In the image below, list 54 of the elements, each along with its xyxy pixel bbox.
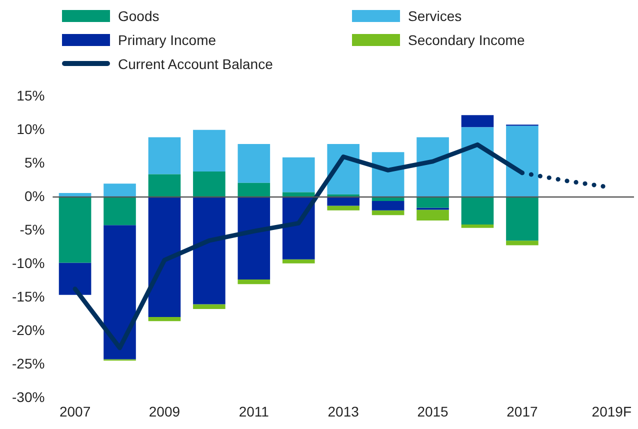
bar [461, 115, 494, 128]
bar [238, 279, 270, 284]
bar [148, 197, 181, 318]
legend-label: Services [408, 8, 462, 24]
bar [193, 130, 226, 172]
bar [238, 197, 270, 280]
bar [238, 144, 270, 183]
bar [148, 137, 181, 174]
bar [506, 197, 538, 241]
bar [416, 137, 449, 197]
legend-label: Primary Income [118, 32, 216, 48]
bar [104, 197, 136, 226]
bar [58, 197, 92, 263]
x-tick-label: 2017 [506, 403, 538, 420]
y-tick-label: -20% [12, 322, 45, 338]
bar [193, 172, 226, 197]
bar [327, 197, 360, 206]
y-tick-label: -10% [12, 254, 45, 271]
bar [506, 240, 538, 246]
y-tick-label: -5% [20, 221, 45, 238]
x-tick-label: 2009 [148, 403, 180, 420]
y-tick-label: 5% [24, 154, 45, 170]
x-tick-label: 2011 [238, 403, 270, 420]
bar [461, 127, 494, 197]
legend-label: Goods [118, 8, 160, 24]
bar [327, 206, 360, 210]
y-tick-label: 0% [24, 188, 45, 204]
bar [282, 157, 315, 192]
bar [372, 210, 404, 216]
bar [461, 197, 494, 224]
bar [416, 197, 449, 208]
y-tick-label: -15% [12, 288, 45, 304]
x-tick-label: 2019F [592, 403, 632, 420]
y-tick-label: 15% [16, 87, 45, 104]
bar [238, 182, 270, 197]
bar [104, 225, 136, 360]
x-tick-label: 2013 [328, 403, 360, 420]
bar [416, 210, 449, 220]
bar [461, 224, 494, 228]
legend-label: Secondary Income [408, 32, 525, 48]
bar [58, 262, 92, 295]
bar [104, 184, 136, 197]
bar [148, 174, 181, 197]
bar [193, 304, 226, 309]
bar [282, 259, 315, 264]
y-tick-label: 10% [16, 120, 45, 137]
legend-label: Current Account Balance [118, 56, 273, 72]
y-tick-label: -25% [12, 356, 45, 372]
x-tick-label: 2015 [417, 403, 449, 420]
bar [148, 317, 181, 322]
bar [193, 197, 226, 304]
x-tick-label: 2007 [59, 403, 91, 420]
bar [372, 201, 404, 210]
y-tick-label: -30% [12, 389, 45, 406]
